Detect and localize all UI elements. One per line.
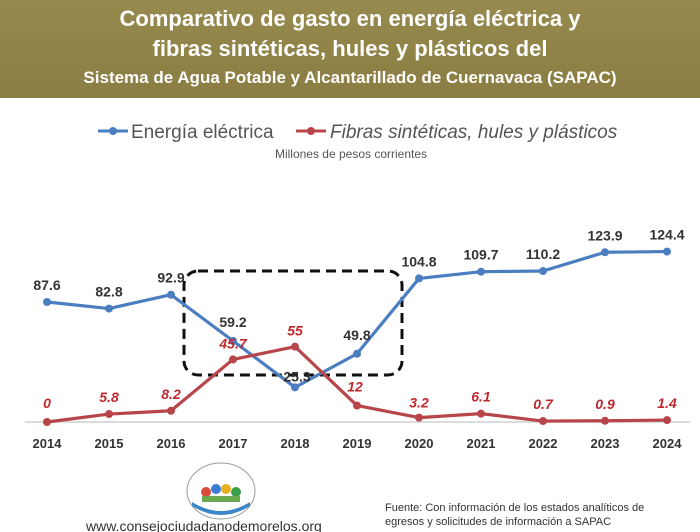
data-label-0: 49.8 [343, 327, 370, 343]
x-tick-label: 2021 [467, 436, 496, 451]
data-point-0 [353, 349, 361, 358]
data-point-0 [229, 336, 237, 345]
website-url: www.consejociudadanodemorelos.org [86, 518, 322, 532]
data-point-0 [477, 267, 485, 276]
data-label-1: 45.7 [218, 335, 247, 351]
data-label-0: 123.9 [587, 227, 622, 243]
data-label-0: 124.4 [649, 227, 684, 243]
x-tick-label: 2018 [281, 436, 310, 451]
data-label-0: 82.8 [95, 284, 122, 300]
data-label-1: 0.9 [595, 396, 615, 412]
x-tick-label: 2020 [405, 436, 434, 451]
data-point-0 [43, 297, 51, 306]
chart-legend: Energía eléctrica Fibras sintéticas, hul… [98, 122, 618, 143]
data-label-1: 0.7 [533, 396, 554, 412]
x-tick-label: 2017 [219, 436, 248, 451]
legend-marker-fibras [307, 127, 315, 135]
data-label-0: 92.9 [157, 270, 184, 286]
data-label-0: 109.7 [463, 247, 498, 263]
series-points [43, 247, 671, 426]
data-label-1: 6.1 [471, 389, 491, 405]
data-point-1 [415, 413, 423, 422]
data-point-0 [291, 383, 299, 392]
data-label-0: 87.6 [33, 277, 60, 293]
data-point-0 [539, 267, 547, 276]
series-line-0 [46, 249, 668, 389]
x-tick-label: 2014 [33, 436, 63, 451]
title-line-2: fibras sintéticas, hules y plásticos del [152, 36, 548, 61]
data-point-0 [601, 248, 609, 257]
chart-subtitle: Millones de pesos corrientes [275, 147, 427, 161]
data-label-0: 110.2 [526, 246, 560, 262]
title-line-3: Sistema de Agua Potable y Alcantarillado… [83, 68, 617, 87]
data-label-0: 25.3 [283, 368, 310, 384]
data-label-1: 55 [287, 323, 303, 339]
data-point-0 [105, 304, 113, 313]
consejo-ciudadano-logo [186, 462, 256, 520]
legend-label-energia: Energía eléctrica [131, 122, 274, 143]
data-point-1 [663, 416, 671, 425]
data-point-0 [415, 274, 423, 283]
data-label-1: 8.2 [161, 386, 181, 402]
data-point-1 [167, 406, 175, 415]
data-point-1 [105, 410, 113, 419]
data-point-0 [663, 247, 671, 256]
data-label-1: 3.2 [409, 395, 429, 411]
data-point-1 [539, 417, 547, 426]
highlight-dashed-box [182, 269, 404, 377]
data-point-0 [167, 290, 175, 299]
x-tick-label: 2016 [157, 436, 186, 451]
x-axis-ticks: 2014 2015 2016 2017 2018 2019 2020 2021 2022 2023… [33, 436, 683, 451]
data-label-1: 5.8 [99, 389, 119, 405]
source-note: Fuente: Con información de los estados a… [385, 501, 695, 529]
data-point-1 [353, 401, 361, 410]
legend-label-fibras: Fibras sintéticas, hules y plásticos [330, 122, 618, 143]
source-line-1: Fuente: Con información de los estados a… [385, 502, 645, 514]
title-banner: Comparativo de gasto en energía eléctric… [0, 0, 700, 98]
source-line-2: egresos y solicitudes de información a S… [385, 516, 612, 528]
data-label-1: 0 [43, 395, 51, 411]
x-tick-label: 2019 [343, 436, 372, 451]
x-tick-label: 2023 [591, 436, 620, 451]
x-tick-label: 2024 [653, 436, 683, 451]
data-point-1 [477, 409, 485, 418]
line-chart: Energía eléctrica Fibras sintéticas, hul… [25, 122, 690, 451]
data-point-1 [43, 418, 51, 426]
data-label-1: 12 [347, 379, 363, 395]
data-label-0: 104.8 [401, 253, 436, 269]
legend-marker-energia [109, 127, 117, 135]
data-label-1: 1.4 [657, 395, 677, 411]
data-point-1 [601, 416, 609, 425]
data-point-1 [229, 355, 237, 364]
data-label-0: 59.2 [219, 314, 246, 330]
data-labels: 87.6 82.8 92.9 59.2 25.3 49.8 104.8 109.7 110.2 1… [33, 227, 684, 412]
title-line-1: Comparativo de gasto en energía eléctric… [119, 6, 581, 31]
data-point-1 [291, 342, 299, 351]
x-tick-label: 2022 [529, 436, 558, 451]
x-tick-label: 2015 [95, 436, 124, 451]
